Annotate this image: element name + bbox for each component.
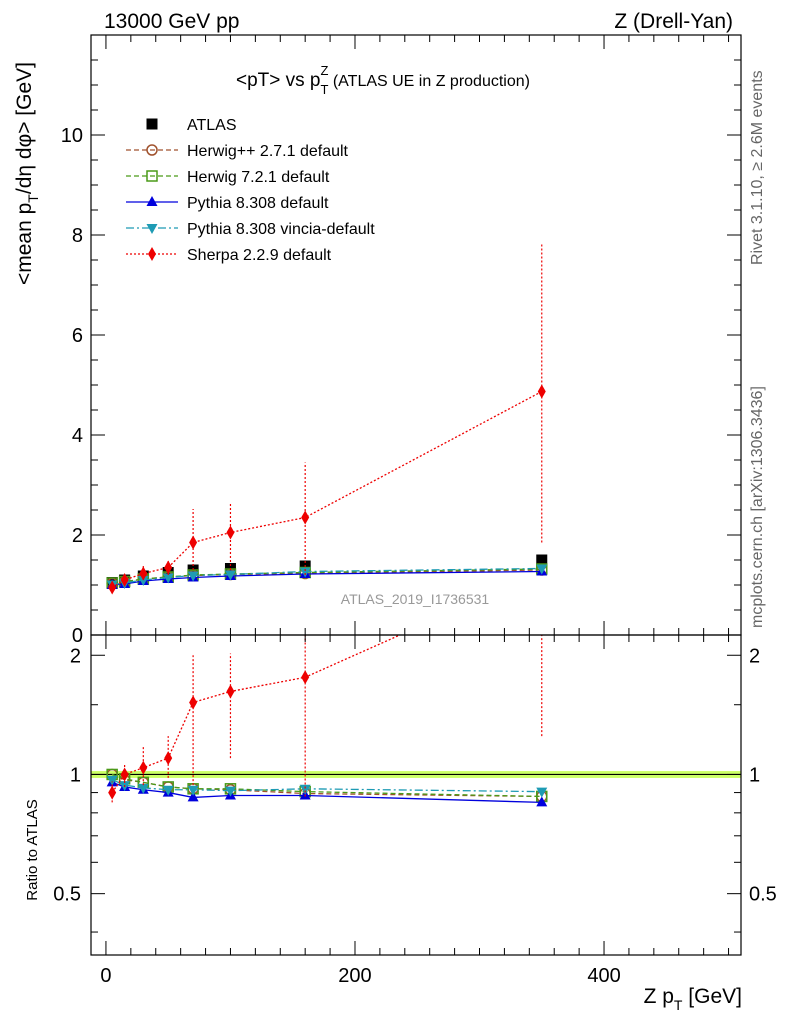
mcplots-label: mcplots.cern.ch [arXiv:1306.3436] xyxy=(749,386,766,628)
tick-label: 1 xyxy=(749,764,760,786)
legend-entry-pythia-8-308-default: Pythia 8.308 default xyxy=(126,195,329,212)
herwig-2-7-1-default-line xyxy=(111,773,542,798)
pythia-8-308-default-point xyxy=(536,796,548,807)
legend-label: ATLAS xyxy=(187,117,237,134)
pythia-8-308-vincia-default-point xyxy=(299,567,311,578)
sherpa-2-2-9-default-point xyxy=(537,384,546,399)
legend: ATLAS Herwig++ 2.7.1 default Herwig 7.2.1 … xyxy=(126,117,375,264)
analysis-watermark: ATLAS_2019_I1736531 xyxy=(341,591,490,607)
legend-label: Pythia 8.308 default xyxy=(187,195,329,212)
series-sherpa-2-2-9-default xyxy=(108,635,543,803)
pythia-8-308-vincia-default-point xyxy=(162,573,174,584)
tick-label: 1 xyxy=(70,764,81,786)
legend-label: Herwig 7.2.1 default xyxy=(187,169,330,186)
legend-pythia-8-308-vincia-default-point xyxy=(146,224,158,234)
pythia-8-308-vincia-default-point xyxy=(137,576,149,586)
atlas-point xyxy=(536,554,548,566)
pythia-8-308-vincia-default-point xyxy=(162,785,174,796)
ratio-series-layer xyxy=(106,635,548,807)
tick-label: 2 xyxy=(70,645,81,667)
sherpa-2-2-9-default-point xyxy=(226,684,235,699)
pythia-8-308-vincia-default-point xyxy=(106,775,118,786)
ratio-y-axis-label: Ratio to ATLAS xyxy=(24,799,41,900)
legend-sherpa-2-2-9-default-point xyxy=(148,247,156,261)
sherpa-2-2-9-default-point xyxy=(189,535,198,550)
tick-label: 0 xyxy=(72,625,83,647)
tick-label: 10 xyxy=(61,125,83,147)
header-right: Z (Drell-Yan) xyxy=(614,10,733,33)
pythia-8-308-vincia-default-point xyxy=(224,786,236,797)
legend-entry-pythia-8-308-vincia-default: Pythia 8.308 vincia-default xyxy=(126,221,375,238)
pythia-8-308-default-line xyxy=(112,570,542,586)
tick-label: 400 xyxy=(587,965,620,987)
legend-pythia-8-308-default-point xyxy=(146,196,158,206)
legend-label: Pythia 8.308 vincia-default xyxy=(187,221,375,238)
pythia-8-308-vincia-default-point xyxy=(187,571,199,582)
series-sherpa-2-2-9-default xyxy=(108,242,546,595)
tick-label: 4 xyxy=(72,425,83,447)
main-series-layer xyxy=(106,242,548,595)
sherpa-2-2-9-default-point xyxy=(120,767,129,782)
pythia-8-308-vincia-default-line xyxy=(111,779,542,793)
pythia-8-308-vincia-default-point xyxy=(299,784,311,795)
tick-label: 0 xyxy=(100,965,111,987)
tick-label: 8 xyxy=(72,225,83,247)
pythia-8-308-vincia-default-point xyxy=(187,785,199,796)
tick-label: 0.5 xyxy=(53,884,81,906)
x-axis-label: Z pT [GeV] xyxy=(644,985,742,1013)
tick-label: 200 xyxy=(338,965,371,987)
pythia-8-308-vincia-default-point xyxy=(536,564,548,575)
sherpa-2-2-9-default-line xyxy=(111,390,543,589)
legend-label: Sherpa 2.2.9 default xyxy=(187,247,332,264)
legend-entry-sherpa-2-2-9-default: Sherpa 2.2.9 default xyxy=(126,247,332,264)
legend-herwig-7-2-1-default-point xyxy=(146,170,158,182)
pythia-8-308-vincia-default-line xyxy=(112,567,542,586)
sherpa-2-2-9-default-point xyxy=(139,760,148,775)
tick-label: 0.5 xyxy=(749,884,777,906)
sherpa-2-2-9-default-point xyxy=(164,751,173,766)
pythia-8-308-vincia-default-point xyxy=(536,787,548,798)
sherpa-2-2-9-default-point xyxy=(301,670,310,685)
legend-label: Herwig++ 2.7.1 default xyxy=(187,143,349,160)
sherpa-2-2-9-default-point xyxy=(139,566,148,581)
sherpa-2-2-9-default-point xyxy=(301,510,310,525)
legend-entry-herwig-7-2-1-default: Herwig 7.2.1 default xyxy=(126,169,330,186)
legend-entry-atlas: ATLAS xyxy=(146,117,237,134)
ratio-plot-frame xyxy=(90,634,742,956)
header-left: 13000 GeV pp xyxy=(104,10,239,33)
pythia-8-308-default-point xyxy=(187,791,199,802)
main-plot-title: <pT> vs pTZ (ATLAS UE in Z production) xyxy=(236,63,530,97)
legend-atlas-point xyxy=(146,118,158,130)
pythia-8-308-vincia-default-point xyxy=(224,570,236,581)
tick-label: 2 xyxy=(72,525,83,547)
herwig-7-2-1-default-line xyxy=(111,773,542,798)
main-y-axis-label: <mean pT/dη dφ> [GeV] xyxy=(13,62,41,285)
sherpa-2-2-9-default-point xyxy=(164,560,173,575)
sherpa-2-2-9-default-point xyxy=(108,785,117,800)
rivet-version-label: Rivet 3.1.10, ≥ 2.6M events xyxy=(749,70,766,265)
sherpa-2-2-9-default-point xyxy=(120,573,129,587)
tick-label: 6 xyxy=(72,325,83,347)
sherpa-2-2-9-default-point xyxy=(108,580,117,595)
sherpa-2-2-9-default-point xyxy=(226,525,235,540)
tick-label: 2 xyxy=(749,645,760,667)
pythia-8-308-vincia-default-point xyxy=(137,783,149,794)
legend-herwig-2-7-1-default-point xyxy=(146,144,158,156)
sherpa-2-2-9-default-point xyxy=(189,695,198,710)
legend-entry-herwig-2-7-1-default: Herwig++ 2.7.1 default xyxy=(126,143,349,160)
